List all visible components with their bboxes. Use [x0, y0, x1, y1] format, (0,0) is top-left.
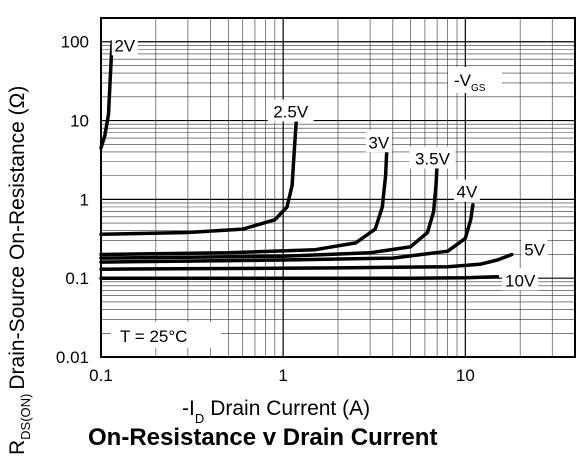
series-curves — [99, 39, 514, 280]
series-label: 5V — [524, 241, 545, 260]
y-tick-label: 1 — [80, 190, 89, 209]
y-tick-label: 0.1 — [65, 269, 89, 288]
series-label-bg — [521, 237, 548, 260]
y-tick-label: 100 — [61, 33, 89, 52]
series-curve-3_5v — [99, 162, 439, 260]
temperature-annotation: T = 25°C — [120, 327, 187, 346]
series-labels: 2V 2.5V 3V 3.5V 4V 5V 10V — [111, 33, 548, 291]
x-tick-labels: 0.1 1 10 — [89, 366, 475, 385]
plot-frame — [100, 17, 576, 358]
y-axis-label-sub: DS(ON) — [18, 394, 33, 440]
x-axis-label: -ID Drain Current (A) — [182, 396, 371, 426]
series-label: 2V — [114, 36, 135, 55]
series-curve-10v — [99, 275, 500, 280]
legend-title-prefix: -V — [454, 71, 472, 90]
series-curve-5v — [99, 252, 514, 271]
series-label: 10V — [505, 271, 536, 290]
legend-title: -VGS — [454, 71, 486, 94]
series-label-bg — [365, 130, 392, 153]
x-axis-label-text: Drain Current (A) — [210, 397, 371, 420]
x-tick-label: 10 — [456, 366, 475, 385]
series-curve-4v — [99, 203, 475, 264]
x-axis-label-prefix: -I — [182, 397, 195, 420]
x-tick-label: 0.1 — [89, 366, 113, 385]
temperature-annotation-box: T = 25°C — [111, 322, 221, 348]
series-curve-2v — [99, 39, 114, 150]
y-axis-label-prefix: R — [6, 440, 29, 455]
y-tick-label: 0.01 — [56, 348, 89, 367]
series-curve-3v — [99, 150, 389, 257]
x-axis-label-sub: D — [194, 411, 205, 426]
legend-title-box: -VGS — [448, 67, 502, 94]
series-label-bg — [111, 33, 138, 56]
y-tick-label: 10 — [70, 112, 89, 131]
series-label: 3V — [368, 133, 389, 152]
series-label-bg — [267, 99, 314, 122]
legend-title-sub: GS — [471, 83, 486, 94]
y-axis-label: RDS(ON) Drain-Source On-Resistance (Ω) — [6, 86, 33, 455]
series-label-bg — [453, 179, 480, 202]
series-curve-2_5v — [99, 118, 299, 237]
series-label-bg — [502, 268, 539, 291]
y-axis-label-text: Drain-Source On-Resistance (Ω) — [6, 86, 29, 390]
grid-minor — [101, 17, 576, 357]
x-tick-label: 1 — [278, 366, 287, 385]
y-tick-labels: 0.01 0.1 1 10 100 — [56, 33, 89, 367]
series-label-bg — [409, 146, 456, 169]
series-label: 3.5V — [415, 149, 451, 168]
series-label: 2.5V — [273, 103, 309, 122]
series-label: 4V — [456, 183, 477, 202]
chart-title: On-Resistance v Drain Current — [88, 424, 438, 451]
